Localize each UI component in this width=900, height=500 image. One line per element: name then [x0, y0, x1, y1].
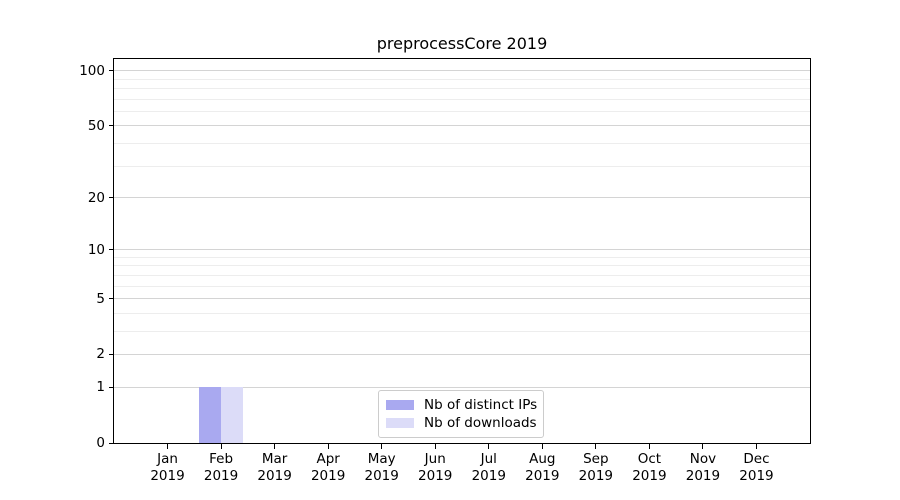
x-tick-label: Sep 2019: [578, 451, 614, 484]
chart-title: preprocessCore 2019: [376, 34, 548, 53]
x-tick-mark: [488, 444, 490, 449]
legend-item-distinct-ips: Nb of distinct IPs: [386, 396, 538, 413]
gridline-minor: [114, 256, 810, 258]
gridline-minor: [114, 165, 810, 167]
gridline-minor: [114, 265, 810, 267]
legend-item-downloads: Nb of downloads: [386, 415, 537, 432]
gridline-minor: [114, 143, 810, 145]
y-tick-label: 2: [96, 346, 105, 363]
y-tick-mark: [109, 197, 114, 198]
y-tick-mark: [109, 125, 114, 127]
y-tick-mark: [109, 386, 114, 388]
x-tick-mark: [755, 444, 757, 449]
y-tick-label: 1: [96, 379, 105, 396]
y-tick-label: 5: [96, 290, 105, 307]
bar-distinct-ips: [199, 387, 222, 443]
x-tick-label: Dec 2019: [739, 451, 774, 484]
gridline-minor: [114, 88, 810, 90]
x-tick-mark: [381, 444, 383, 449]
x-tick-label: Jun 2019: [418, 451, 453, 484]
legend-label-distinct-ips: Nb of distinct IPs: [424, 396, 538, 413]
y-tick-label: 50: [87, 117, 105, 134]
x-tick-mark: [274, 444, 276, 449]
x-tick-mark: [648, 444, 650, 449]
x-tick-label: Mar 2019: [257, 451, 292, 484]
x-tick-label: May 2019: [364, 451, 399, 484]
gridline-minor: [114, 274, 810, 276]
x-tick-mark: [434, 444, 436, 449]
x-tick-label: Feb 2019: [203, 451, 239, 484]
x-tick-label: Jul 2019: [471, 451, 506, 484]
legend: Nb of distinct IPs Nb of downloads: [378, 390, 544, 438]
y-tick-mark: [109, 249, 114, 251]
y-tick-label: 20: [87, 189, 105, 206]
gridline-minor: [114, 111, 810, 113]
x-tick-mark: [220, 444, 222, 449]
y-tick-mark: [109, 442, 114, 444]
bar-downloads: [221, 387, 244, 443]
gridline-minor: [114, 98, 810, 100]
y-tick-label: 10: [87, 241, 105, 258]
legend-swatch-downloads: [386, 418, 414, 429]
gridline-major: [114, 70, 810, 72]
x-tick-label: Apr 2019: [310, 451, 346, 484]
gridline-minor: [114, 330, 810, 332]
x-tick-mark: [595, 444, 597, 449]
y-tick-label: 100: [79, 62, 105, 79]
x-tick-label: Aug 2019: [525, 451, 560, 484]
gridline-major: [114, 249, 810, 251]
x-tick-mark: [541, 444, 543, 449]
x-tick-label: Jan 2019: [150, 451, 185, 484]
gridline-major: [114, 386, 810, 388]
x-tick-label: Nov 2019: [685, 451, 721, 484]
x-tick-label: Oct 2019: [632, 451, 667, 484]
y-tick-mark: [109, 70, 114, 72]
gridline-minor: [114, 312, 810, 314]
x-tick-mark: [702, 444, 704, 449]
x-tick-mark: [327, 444, 329, 449]
gridline-minor: [114, 78, 810, 80]
y-tick-label: 0: [96, 435, 105, 451]
legend-label-downloads: Nb of downloads: [424, 415, 537, 432]
y-tick-mark: [109, 298, 114, 300]
gridline-major: [114, 353, 810, 355]
gridline-major: [114, 298, 810, 300]
gridline-major: [114, 125, 810, 127]
gridline-major: [114, 197, 810, 198]
y-tick-mark: [109, 353, 114, 355]
gridline-minor: [114, 285, 810, 287]
x-tick-mark: [167, 444, 169, 449]
legend-swatch-distinct-ips: [386, 399, 414, 410]
